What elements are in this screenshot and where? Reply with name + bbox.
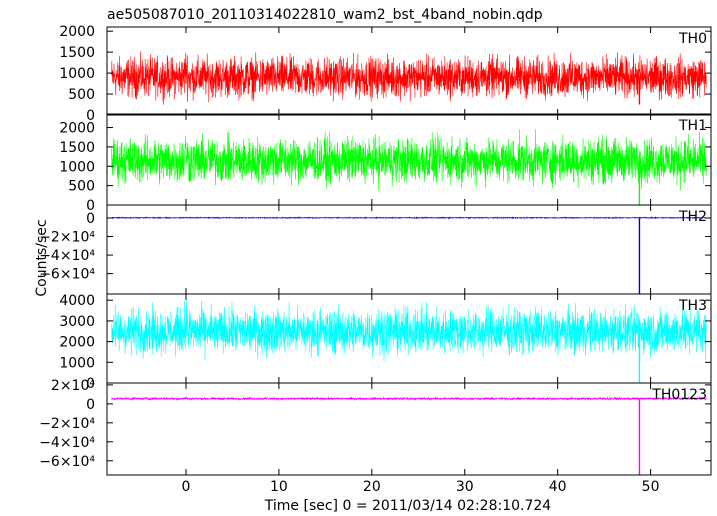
y-tick-label: 2000 (59, 121, 95, 137)
y-tick-label: 2×10⁴ (51, 378, 95, 394)
x-tick-label: 40 (549, 479, 567, 495)
y-tick-label: 1000 (59, 355, 95, 371)
panel-th1: 0 500 1000 1500 2000 TH1 (59, 113, 712, 214)
y-tick-label: 1500 (59, 140, 95, 156)
panel-label-th2: TH2 (678, 209, 707, 225)
y-tick-label: 3000 (59, 314, 95, 330)
panel-frame-th0 (106, 26, 712, 116)
x-tick-label: 30 (456, 479, 474, 495)
y-tick-label: 1000 (59, 159, 95, 175)
y-axis-label: Counts/sec (34, 219, 50, 296)
y-tick-label: 1000 (59, 66, 95, 82)
y-tick-label: −4×10⁴ (39, 248, 95, 264)
series-line-th2 (111, 216, 707, 220)
y-tick-label: −2×10⁴ (39, 416, 95, 432)
y-tick-label: 500 (68, 179, 95, 195)
y-tick-label: −6×10⁴ (39, 267, 95, 283)
y-tick-label: 500 (68, 87, 95, 103)
y-tick-label: 0 (86, 211, 95, 227)
series-line-th1 (111, 129, 707, 191)
x-tick-label: 10 (270, 479, 288, 495)
x-axis-label: Time [sec] 0 = 2011/03/14 02:28:10.724 (264, 498, 552, 514)
panel-th2: 0 −2×10⁴ −4×10⁴ −6×10⁴ TH2 (39, 204, 712, 295)
series-line-th3 (111, 300, 707, 362)
panel-th0: 0 500 1000 1500 2000 TH0 (59, 24, 712, 124)
y-tick-label: 0 (86, 198, 95, 214)
x-tick-label: 50 (642, 479, 660, 495)
y-tick-label: 4000 (59, 293, 95, 309)
panel-label-th0123: TH0123 (651, 387, 707, 403)
y-tick-label: 2000 (59, 335, 95, 351)
panel-label-th0: TH0 (678, 31, 707, 47)
panel-label-th3: TH3 (678, 298, 707, 314)
x-tick-label: 20 (363, 479, 381, 495)
chart-title: ae505087010_20110314022810_wam2_bst_4ban… (107, 7, 543, 23)
y-tick-label: 0 (86, 108, 95, 124)
series-line-th0 (111, 51, 707, 105)
y-tick-label: 0 (86, 397, 95, 413)
y-tick-label: −4×10⁴ (39, 435, 95, 451)
panel-frame-th0123 (106, 382, 712, 476)
panel-label-th1: TH1 (678, 118, 707, 134)
y-tick-label: −6×10⁴ (39, 454, 95, 470)
series-line-th0123 (111, 396, 707, 402)
panel-th3: 0 1000 2000 3000 4000 TH3 (59, 293, 712, 392)
y-tick-label: 1500 (59, 45, 95, 61)
y-tick-label: −2×10⁴ (39, 230, 95, 246)
y-tick-label: 0 (86, 376, 95, 392)
x-tick-label: 0 (182, 479, 191, 495)
y-tick-label: 2000 (59, 24, 95, 40)
